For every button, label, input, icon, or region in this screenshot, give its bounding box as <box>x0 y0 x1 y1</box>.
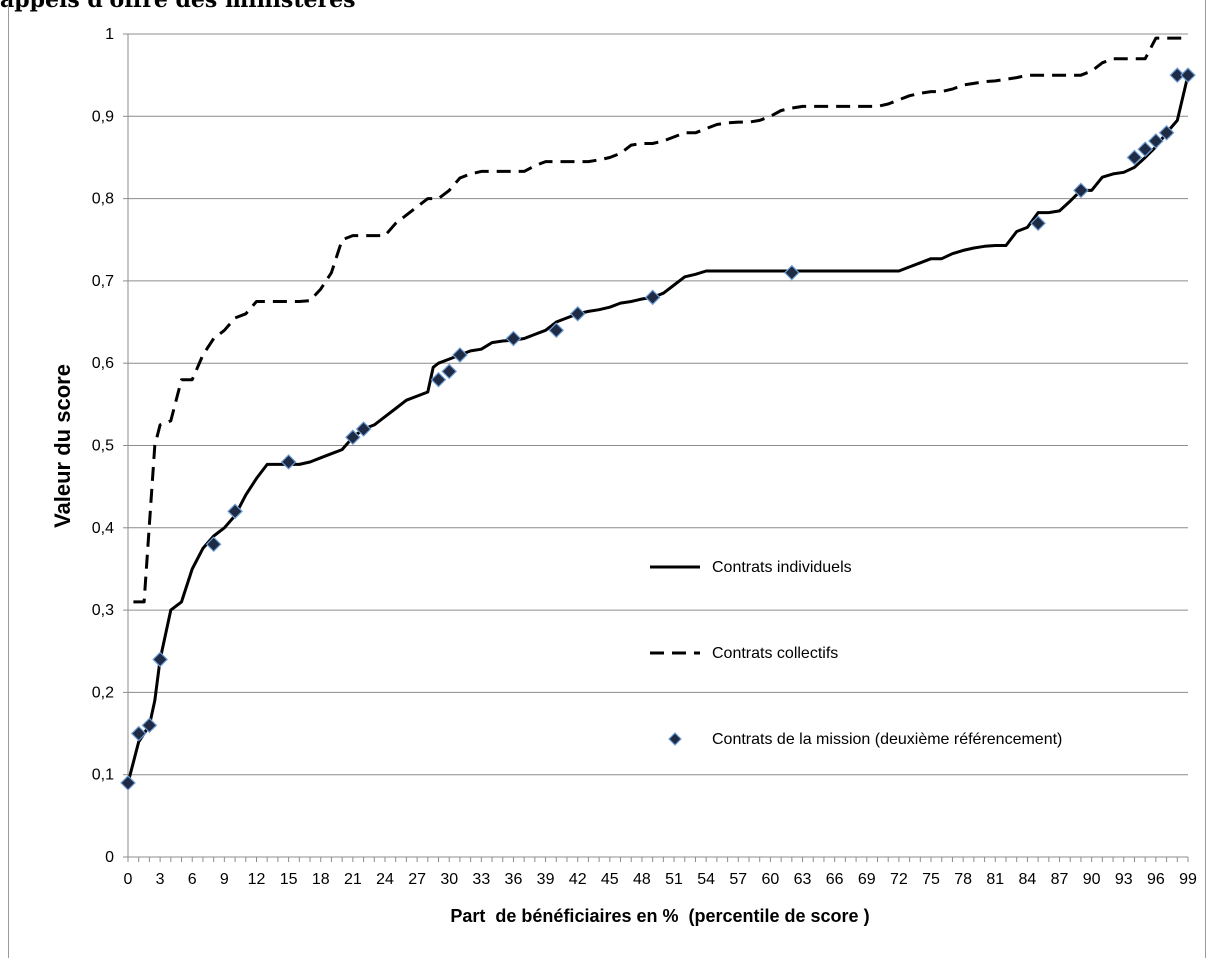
axes-layer: 00,10,20,30,40,50,60,70,80,910 3 6 9 12 15 18 2… <box>92 26 1197 888</box>
x-tick-label: 66 <box>826 871 844 888</box>
x-tick-label: 87 <box>1051 871 1069 888</box>
data-point-marker <box>505 330 522 347</box>
y-tick-label: 0,5 <box>92 438 114 455</box>
x-tick-label: 21 <box>344 871 362 888</box>
x-tick-label: 75 <box>922 871 940 888</box>
data-point-marker <box>141 717 158 734</box>
x-tick-label: 42 <box>569 871 587 888</box>
x-tick-label: 18 <box>312 871 330 888</box>
data-point-marker <box>452 347 468 363</box>
data-point-marker <box>120 775 136 791</box>
grid-layer <box>128 33 1188 776</box>
x-tick-label: 24 <box>376 871 394 888</box>
x-tick-label: 96 <box>1147 871 1165 888</box>
data-point-marker <box>1148 133 1164 149</box>
x-tick-label: 90 <box>1083 871 1101 888</box>
data-point-marker <box>1158 124 1175 141</box>
x-tick-label: 3 <box>156 871 165 888</box>
data-point-marker <box>205 536 222 553</box>
chart-frame <box>8 0 1206 958</box>
data-point-marker <box>644 289 661 306</box>
x-tick-label: 72 <box>890 871 908 888</box>
x-tick-label: 27 <box>408 871 426 888</box>
data-point-marker <box>430 371 447 388</box>
x-tick-label: 15 <box>280 871 298 888</box>
y-tick-label: 0,6 <box>92 355 114 372</box>
x-tick-label: 0 <box>124 871 133 888</box>
y-tick-label: 0,4 <box>92 520 114 537</box>
data-point-marker <box>1180 67 1196 83</box>
y-tick-label: 0,2 <box>92 684 114 701</box>
x-tick-label: 69 <box>858 871 876 888</box>
x-tick-label: 99 <box>1179 871 1197 888</box>
x-tick-label: 33 <box>472 871 490 888</box>
series-line-0 <box>126 74 1190 784</box>
data-point-marker <box>1126 149 1143 166</box>
page-heading: appels d'offre des ministères <box>0 0 356 13</box>
x-tick-label: 81 <box>986 871 1004 888</box>
data-point-marker <box>152 651 168 668</box>
data-point-marker <box>783 264 800 281</box>
x-tick-label: 51 <box>665 871 683 888</box>
legend-label-1: Contrats collectifs <box>712 645 838 662</box>
data-point-marker <box>227 503 243 520</box>
data-point-marker <box>1137 141 1154 158</box>
x-tick-label: 54 <box>697 871 715 888</box>
x-tick-label: 39 <box>537 871 555 888</box>
data-point-marker <box>1073 182 1089 199</box>
y-tick-label: 0,7 <box>92 273 114 290</box>
x-tick-label: 93 <box>1115 871 1133 888</box>
series-layer <box>126 36 1190 784</box>
x-tick-label: 60 <box>762 871 780 888</box>
data-point-marker <box>344 429 361 446</box>
x-tick-label: 63 <box>794 871 812 888</box>
data-point-marker <box>355 421 372 437</box>
data-point-marker <box>1030 215 1046 232</box>
x-tick-label: 36 <box>505 871 523 888</box>
x-tick-label: 78 <box>954 871 972 888</box>
x-tick-label: 30 <box>440 871 458 888</box>
data-point-marker <box>130 725 147 742</box>
x-tick-label: 12 <box>248 871 266 888</box>
legend: Contrats individuels Contrats collectifs C… <box>650 559 1062 748</box>
y-axis-title: Valeur du score <box>50 364 75 528</box>
y-tick-label: 1 <box>105 26 114 43</box>
data-point-marker <box>280 454 297 470</box>
x-tick-label: 6 <box>188 871 197 888</box>
data-point-marker <box>441 363 458 380</box>
x-tick-label: 45 <box>601 871 619 888</box>
y-tick-label: 0,9 <box>92 108 114 125</box>
legend-label-2: Contrats de la mission (deuxième référen… <box>712 731 1062 748</box>
y-tick-label: 0,1 <box>92 767 114 784</box>
x-tick-label: 9 <box>220 871 229 888</box>
marker-layer <box>120 67 1196 791</box>
data-point-marker <box>1169 67 1186 83</box>
x-tick-label: 57 <box>729 871 747 888</box>
legend-symbol-2 <box>668 732 682 746</box>
y-tick-label: 0,3 <box>92 602 114 619</box>
legend-label-0: Contrats individuels <box>712 559 852 576</box>
series-line-1 <box>133 36 1188 604</box>
x-tick-label: 84 <box>1018 871 1036 888</box>
data-point-marker <box>569 305 586 322</box>
data-point-marker <box>548 322 565 339</box>
x-tick-label: 48 <box>633 871 651 888</box>
x-axis-title: Part de bénéficiaires en % (percentile d… <box>450 906 869 926</box>
y-tick-label: 0,8 <box>92 191 114 208</box>
y-tick-label: 0 <box>105 849 114 866</box>
